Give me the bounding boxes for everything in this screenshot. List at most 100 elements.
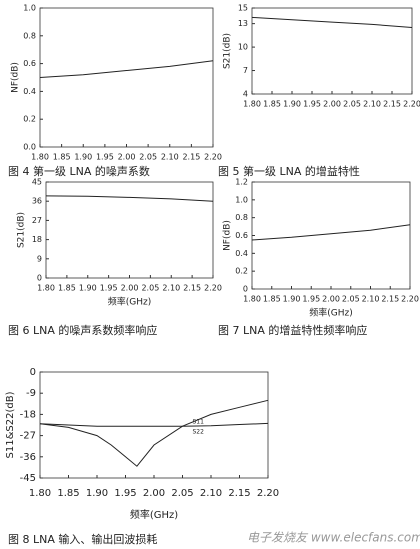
y-tick-label: 4 (243, 90, 248, 99)
data-line (39, 422, 269, 427)
y-tick-label: 15 (238, 4, 248, 13)
plot-frame (251, 7, 413, 95)
series-label: S11 (193, 419, 205, 426)
x-tick-label: 2.00 (121, 284, 139, 293)
y-tick-label: 0.0 (23, 143, 36, 152)
caption: 图 5 第一级 LNA 的增益特性 (218, 164, 360, 178)
x-tick-label: 2.20 (403, 100, 420, 109)
data-line (251, 224, 411, 241)
x-tick-label: 2.00 (118, 153, 136, 162)
data-line (39, 60, 214, 78)
x-tick-label: 2.15 (381, 295, 399, 304)
y-tick-label: 1.0 (235, 195, 248, 204)
x-axis-label: 频率(GHz) (309, 307, 353, 319)
x-tick-label: 2.05 (139, 153, 157, 162)
x-tick-label: 1.85 (263, 295, 281, 304)
y-tick-label: 45 (32, 178, 42, 187)
x-tick-label: 2.20 (204, 153, 222, 162)
y-axis-label: NF(dB) (223, 220, 233, 251)
x-tick-label: 1.90 (79, 284, 97, 293)
x-tick-label: 2.15 (182, 153, 200, 162)
caption: 图 6 LNA 的噪声系数频率响应 (8, 323, 157, 337)
x-tick-label: 2.00 (322, 295, 340, 304)
watermark: 电子发烧友 www.elecfans.com (247, 531, 420, 545)
x-tick-label: 1.80 (29, 488, 51, 499)
x-tick-label: 1.90 (74, 153, 92, 162)
y-tick-label: 0.8 (235, 213, 248, 222)
y-tick-label: 0 (37, 274, 42, 283)
x-tick-label: 1.95 (114, 488, 136, 499)
x-tick-label: 2.05 (141, 284, 159, 293)
x-tick-label: 2.20 (401, 295, 419, 304)
x-tick-label: 2.15 (228, 488, 250, 499)
y-tick-label: 7 (243, 66, 248, 75)
x-tick-label: 2.05 (343, 100, 361, 109)
y-tick-label: 0.4 (23, 87, 36, 96)
plot-frame (39, 7, 214, 148)
y-tick-label: 0.2 (23, 115, 36, 124)
y-tick-label: 36 (32, 197, 42, 206)
x-tick-label: 1.80 (243, 295, 261, 304)
x-tick-label: 2.20 (204, 284, 222, 293)
x-tick-label: 1.95 (96, 153, 114, 162)
x-tick-label: 1.90 (283, 295, 301, 304)
series-label: S22 (193, 429, 205, 436)
y-tick-label: 13 (238, 19, 248, 28)
caption: 图 4 第一级 LNA 的噪声系数 (8, 164, 150, 178)
x-tick-label: 2.00 (323, 100, 341, 109)
x-tick-label: 2.15 (183, 284, 201, 293)
plot-frame (251, 181, 411, 290)
x-tick-label: 1.95 (100, 284, 118, 293)
x-axis-label: 频率(GHz) (130, 508, 178, 521)
y-tick-label: 0.6 (23, 59, 36, 68)
y-tick-label: -18 (20, 409, 36, 420)
x-tick-label: 2.10 (161, 153, 179, 162)
y-tick-label: 1.2 (235, 178, 248, 187)
y-tick-label: 0.2 (235, 267, 248, 276)
data-line (45, 195, 214, 202)
y-tick-label: 0.8 (23, 31, 36, 40)
y-tick-label: 9 (37, 254, 42, 263)
x-tick-label: 1.85 (57, 488, 79, 499)
x-tick-label: 2.20 (257, 488, 279, 499)
x-tick-label: 1.80 (37, 284, 55, 293)
caption: 图 7 LNA 的增益特性频率响应 (218, 323, 367, 337)
data-line (251, 16, 413, 28)
x-tick-label: 1.80 (31, 153, 49, 162)
x-tick-label: 1.90 (283, 100, 301, 109)
x-tick-label: 2.10 (363, 100, 381, 109)
x-tick-label: 1.85 (58, 284, 76, 293)
x-tick-label: 1.95 (302, 295, 320, 304)
x-tick-label: 1.85 (263, 100, 281, 109)
x-tick-label: 1.85 (53, 153, 71, 162)
y-tick-label: 18 (32, 235, 42, 244)
y-tick-label: -27 (20, 431, 36, 442)
y-tick-label: 27 (32, 216, 42, 225)
x-tick-label: 2.05 (342, 295, 360, 304)
y-tick-label: 0.6 (235, 231, 248, 240)
y-axis-label: NF(dB) (11, 62, 21, 93)
y-tick-label: 10 (238, 43, 248, 52)
x-tick-label: 2.15 (383, 100, 401, 109)
y-tick-label: 0 (30, 367, 36, 378)
x-tick-label: 2.00 (143, 488, 165, 499)
y-tick-label: 0.4 (235, 249, 248, 258)
y-tick-label: -45 (20, 473, 36, 484)
x-tick-label: 1.95 (303, 100, 321, 109)
x-tick-label: 1.90 (86, 488, 108, 499)
caption: 图 8 LNA 输入、输出回波损耗 (8, 532, 157, 546)
y-tick-label: -36 (20, 452, 36, 463)
data-line (39, 399, 269, 467)
x-tick-label: 2.10 (362, 295, 380, 304)
x-tick-label: 1.80 (243, 100, 261, 109)
x-tick-label: 2.05 (171, 488, 193, 499)
y-axis-label: S21(dB) (223, 33, 233, 69)
x-axis-label: 频率(GHz) (108, 296, 152, 308)
y-tick-label: 0 (243, 285, 248, 294)
y-tick-label: -9 (26, 388, 36, 399)
y-tick-label: 1.0 (23, 4, 36, 13)
x-tick-label: 2.10 (162, 284, 180, 293)
y-axis-label: S21(dB) (17, 212, 27, 248)
